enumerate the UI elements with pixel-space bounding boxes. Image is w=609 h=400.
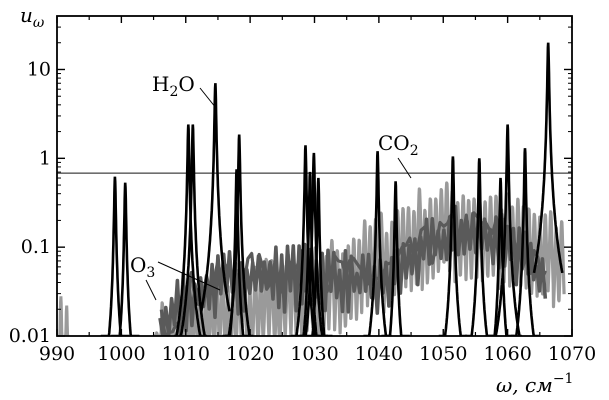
series-h2o-peak-13: [438, 156, 468, 336]
x-tick-label-3: 1020: [226, 343, 274, 365]
annotation-1-sub: 2: [410, 143, 419, 159]
y-axis-label: uω: [20, 3, 45, 31]
annotation-leader-2: [145, 279, 157, 301]
y-axis-label-main: u: [20, 3, 33, 27]
series-h2o-peak-18: [532, 42, 564, 274]
series-h2o-peak-8: [295, 171, 325, 336]
annotation-2-sub: 3: [146, 265, 155, 281]
annotation-0-tail: O: [178, 72, 194, 96]
x-tick-label-4: 1030: [290, 343, 338, 365]
series-h2o-peak-5: [222, 169, 251, 336]
series-h2o-peak-11: [363, 151, 392, 336]
series-h2o-peak-2: [174, 124, 203, 336]
y-tick-label-2: 1: [39, 147, 51, 169]
x-axis-label-main: ω, см: [496, 373, 553, 397]
series-h2o-peak-10: [304, 177, 333, 336]
x-axis-label: ω, см−1: [496, 371, 573, 397]
x-tick-label-0: 990: [39, 343, 75, 365]
annotation-1: CO2: [378, 131, 419, 159]
series-layer: [58, 42, 566, 336]
x-tick-label-5: 1040: [355, 343, 403, 365]
annotation-leader-o3-2: [157, 261, 221, 291]
x-tick-label-1: 1000: [97, 343, 145, 365]
x-tick-label-6: 1050: [419, 343, 467, 365]
annotation-2: O3: [130, 253, 155, 281]
x-axis-label-sup: −1: [553, 371, 574, 387]
series-h2o-peak-9: [299, 152, 328, 336]
annotation-1-main: CO: [378, 131, 410, 155]
series-h2o-peak-6: [225, 134, 254, 336]
series-h2o-peak-12: [381, 181, 410, 336]
series-h2o-peak-17: [510, 148, 540, 336]
annotation-0-main: H: [152, 72, 169, 96]
annotation-leader-0: [199, 87, 217, 109]
y-tick-label-1: 0.1: [21, 236, 51, 258]
series-h2o-peak-15: [486, 177, 515, 336]
series-h2o-peak-0: [100, 176, 130, 336]
x-tick-label-8: 1070: [548, 343, 596, 365]
series-h2o-peak-4: [199, 83, 231, 312]
annotation-2-main: O: [130, 253, 146, 277]
series-co2-extra-peak-0: [58, 296, 64, 336]
series-h2o-peak-7: [291, 145, 320, 336]
y-tick-label-0: 0.01: [9, 325, 51, 347]
ticks-layer: 990 1000 1010 1020 1030 1040 1050 1060 1070 0.01 0…: [9, 15, 596, 365]
y-axis-label-sub: ω: [33, 15, 45, 31]
annotation-0-sub: 2: [169, 84, 178, 100]
series-co2-extra-peak-1: [64, 305, 70, 336]
series-h2o-peak-3: [178, 124, 207, 336]
y-tick-label-3: 10: [27, 58, 51, 80]
x-tick-label-7: 1060: [483, 343, 531, 365]
series-h2o-peak-14: [465, 158, 494, 336]
annotation-0: H2O: [152, 72, 195, 100]
series-h2o-peak-1: [111, 182, 140, 336]
x-tick-label-2: 1010: [162, 343, 210, 365]
annotation-leader-1: [397, 157, 412, 179]
series-group: [58, 42, 566, 336]
